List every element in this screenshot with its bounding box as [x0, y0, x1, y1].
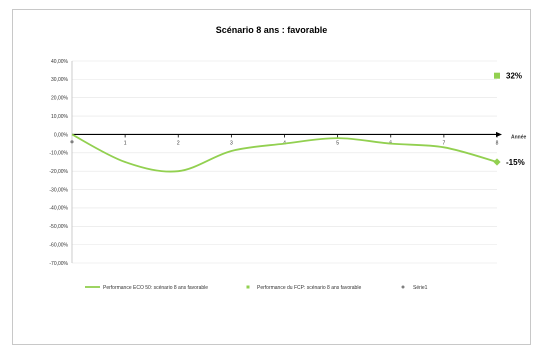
y-tick-label: 20,00% — [51, 96, 69, 102]
chart-frame — [12, 9, 531, 345]
y-tick-label: 40,00% — [51, 59, 69, 65]
point-serie1 — [70, 140, 74, 144]
legend-label-eco50: Performance ECO 50: scénario 8 ans favor… — [103, 285, 208, 291]
end-label-fcp: 32% — [506, 72, 522, 81]
x-tick-label: 8 — [496, 140, 499, 146]
end-marker-eco50 — [493, 158, 501, 166]
x-tick-label: 3 — [230, 140, 233, 146]
legend-label-fcp: Performance du FCP: scénario 8 ans favor… — [257, 285, 361, 291]
x-axis-title: Année — [511, 134, 527, 140]
y-tick-label: 10,00% — [51, 114, 69, 120]
x-tick-label: 5 — [336, 140, 339, 146]
y-tick-label: -30,00% — [49, 187, 68, 193]
y-tick-label: -70,00% — [49, 261, 68, 267]
y-tick-label: -50,00% — [49, 224, 68, 230]
x-tick-label: 7 — [442, 140, 445, 146]
y-tick-label: 0,00% — [54, 132, 69, 138]
y-tick-label: 30,00% — [51, 77, 69, 83]
y-tick-label: -60,00% — [49, 242, 68, 248]
legend-swatch-serie1 — [401, 285, 405, 289]
y-tick-label: -40,00% — [49, 206, 68, 212]
x-tick-label: 1 — [124, 140, 127, 146]
chart-title: Scénario 8 ans : favorable — [215, 25, 328, 35]
y-tick-label: -10,00% — [49, 151, 68, 157]
legend-swatch-fcp — [246, 285, 250, 289]
series-line-eco50 — [71, 133, 498, 173]
point-fcp — [494, 72, 500, 79]
y-tick-label: -20,00% — [49, 169, 68, 175]
end-label-eco50: -15% — [506, 158, 525, 167]
x-tick-label: 2 — [177, 140, 180, 146]
x-axis-arrow — [496, 131, 502, 138]
legend-label-serie1: Série1 — [413, 285, 428, 291]
